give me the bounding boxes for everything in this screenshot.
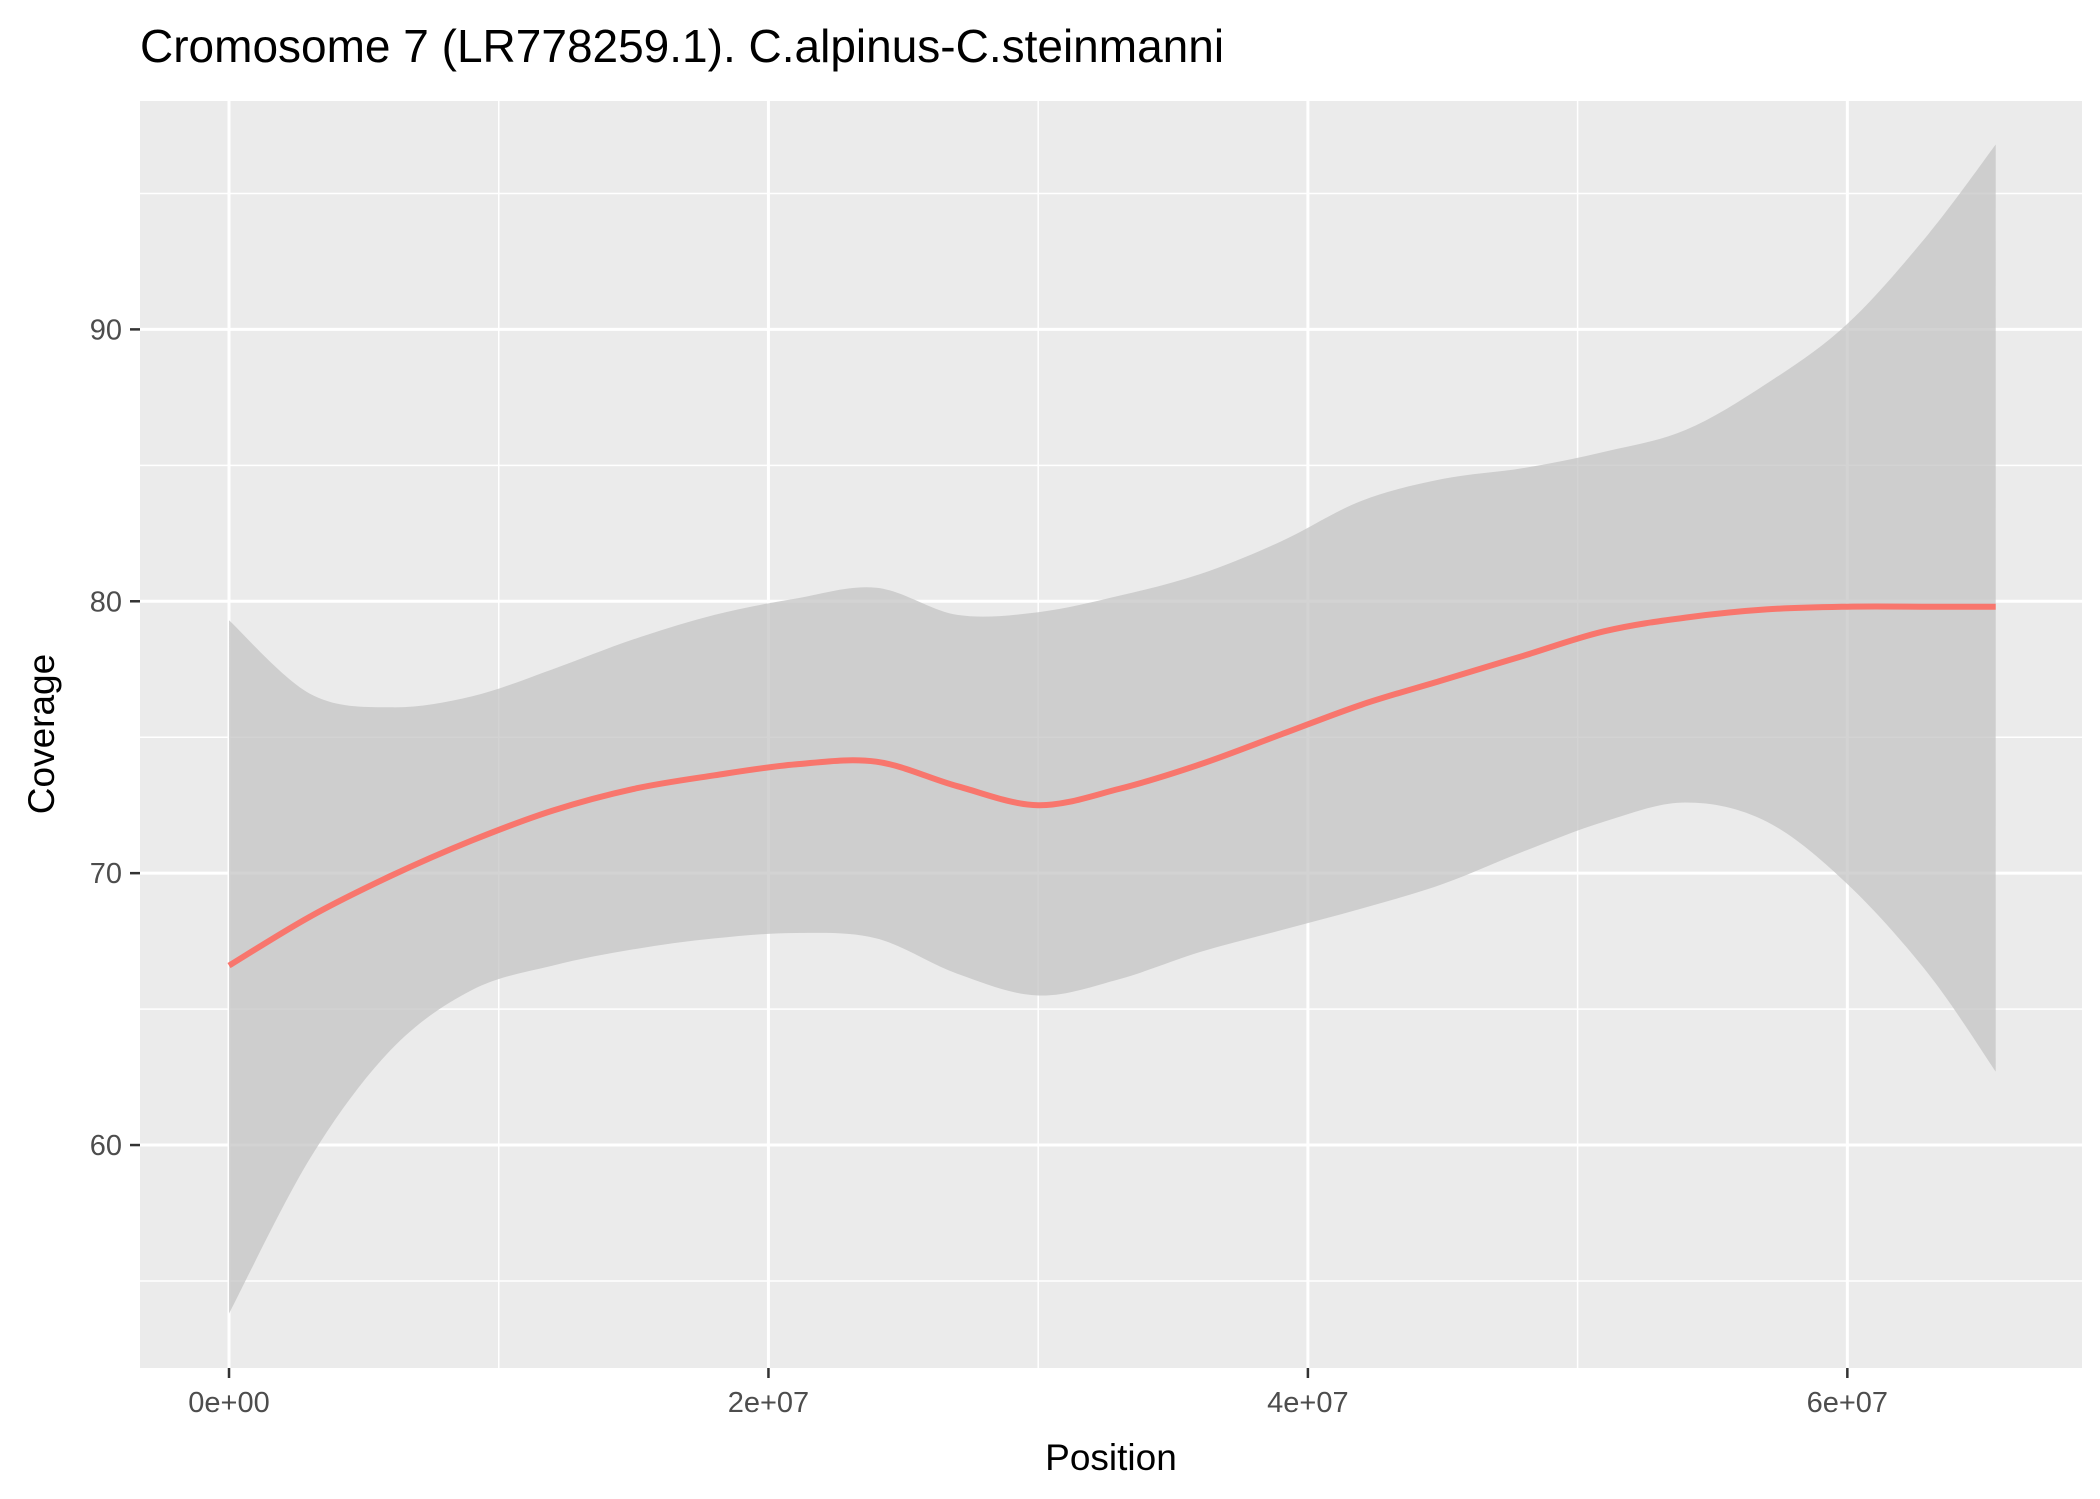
chart-title: Cromosome 7 (LR778259.1). C.alpinus-C.st… [140, 20, 1224, 72]
y-tick-label: 70 [90, 858, 122, 890]
y-tick-label: 60 [90, 1130, 122, 1162]
x-axis-title: Position [1045, 1437, 1177, 1478]
y-tick-label: 80 [90, 586, 122, 618]
y-tick-label: 90 [90, 314, 122, 346]
y-axis-title: Coverage [21, 654, 62, 814]
x-tick-label: 4e+07 [1267, 1387, 1348, 1419]
axis-ticks [130, 328, 1849, 1378]
confidence-ribbon [229, 144, 1996, 1314]
x-tick-label: 0e+00 [188, 1387, 269, 1419]
smoothed-coverage-line [227, 603, 1996, 969]
x-tick-label: 2e+07 [728, 1387, 809, 1419]
x-tick-label: 6e+07 [1807, 1387, 1888, 1419]
tick-labels: 0e+00 2e+07 4e+07 6e+07 60 70 80 90 [90, 314, 1888, 1419]
